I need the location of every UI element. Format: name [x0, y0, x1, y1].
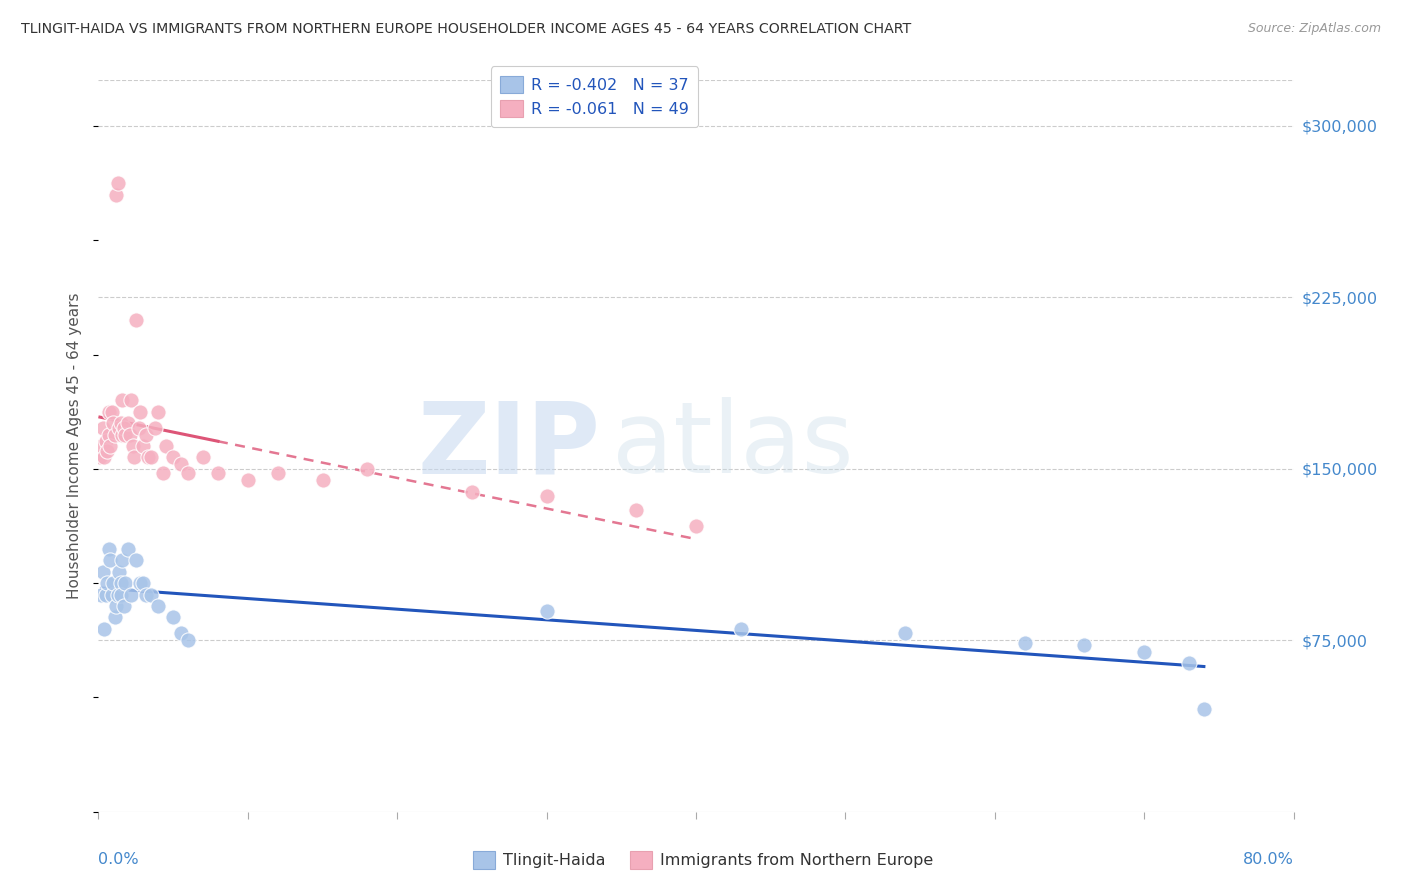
Text: ZIP: ZIP	[418, 398, 600, 494]
Text: atlas: atlas	[613, 398, 853, 494]
Point	[128, 420, 150, 434]
Point	[177, 467, 200, 481]
Point	[536, 489, 558, 503]
Point	[97, 427, 120, 442]
Point	[135, 427, 157, 442]
Legend: Tlingit-Haida, Immigrants from Northern Europe: Tlingit-Haida, Immigrants from Northern …	[467, 845, 939, 875]
Point	[101, 588, 124, 602]
Point	[90, 439, 112, 453]
Point	[356, 462, 378, 476]
Point	[107, 176, 129, 190]
Point	[112, 420, 135, 434]
Point	[148, 599, 170, 613]
Point	[236, 473, 259, 487]
Point	[685, 519, 707, 533]
Point	[169, 457, 191, 471]
Point	[114, 576, 136, 591]
Point	[114, 427, 136, 442]
Point	[136, 450, 159, 465]
Text: TLINGIT-HAIDA VS IMMIGRANTS FROM NORTHERN EUROPE HOUSEHOLDER INCOME AGES 45 - 64: TLINGIT-HAIDA VS IMMIGRANTS FROM NORTHER…	[21, 22, 911, 37]
Point	[169, 626, 191, 640]
Point	[104, 427, 127, 442]
Point	[148, 405, 170, 419]
Point	[107, 588, 129, 602]
Point	[139, 450, 162, 465]
Point	[894, 626, 917, 640]
Point	[90, 588, 112, 602]
Point	[103, 416, 125, 430]
Point	[125, 313, 148, 327]
Point	[162, 610, 184, 624]
Point	[104, 610, 127, 624]
Point	[1073, 638, 1095, 652]
Point	[177, 633, 200, 648]
Text: 0.0%: 0.0%	[98, 852, 139, 867]
Point	[1192, 702, 1215, 716]
Point	[267, 467, 290, 481]
Point	[97, 541, 120, 556]
Point	[135, 588, 157, 602]
Point	[98, 439, 122, 453]
Point	[121, 439, 143, 453]
Y-axis label: Householder Income Ages 45 - 64 years: Householder Income Ages 45 - 64 years	[67, 293, 83, 599]
Point	[108, 420, 131, 434]
Point	[120, 393, 142, 408]
Point	[730, 622, 752, 636]
Point	[155, 439, 177, 453]
Point	[143, 420, 166, 434]
Point	[93, 450, 115, 465]
Point	[103, 576, 125, 591]
Point	[112, 599, 135, 613]
Point	[152, 467, 174, 481]
Point	[101, 405, 124, 419]
Text: Source: ZipAtlas.com: Source: ZipAtlas.com	[1247, 22, 1381, 36]
Point	[111, 393, 134, 408]
Point	[91, 565, 114, 579]
Point	[94, 588, 117, 602]
Point	[132, 576, 155, 591]
Point	[1133, 645, 1156, 659]
Point	[105, 187, 128, 202]
Point	[110, 588, 132, 602]
Point	[89, 450, 111, 465]
Point	[110, 576, 132, 591]
Point	[207, 467, 229, 481]
Point	[124, 450, 146, 465]
Point	[105, 599, 128, 613]
Point	[120, 588, 142, 602]
Point	[93, 622, 115, 636]
Point	[129, 576, 152, 591]
Point	[98, 553, 122, 567]
Legend: R = -0.402   N = 37, R = -0.061   N = 49: R = -0.402 N = 37, R = -0.061 N = 49	[491, 66, 699, 127]
Point	[94, 434, 117, 449]
Point	[97, 405, 120, 419]
Point	[117, 416, 139, 430]
Point	[110, 416, 132, 430]
Point	[125, 553, 148, 567]
Point	[108, 565, 131, 579]
Point	[626, 503, 648, 517]
Point	[1014, 635, 1036, 649]
Point	[91, 420, 114, 434]
Point	[461, 484, 484, 499]
Point	[117, 541, 139, 556]
Point	[191, 450, 214, 465]
Text: 80.0%: 80.0%	[1243, 852, 1294, 867]
Point	[132, 439, 155, 453]
Point	[139, 588, 162, 602]
Point	[536, 603, 558, 617]
Point	[1178, 656, 1201, 670]
Point	[162, 450, 184, 465]
Point	[96, 576, 118, 591]
Point	[311, 473, 333, 487]
Point	[129, 405, 152, 419]
Point	[96, 443, 118, 458]
Point	[111, 427, 134, 442]
Point	[111, 553, 134, 567]
Point	[118, 427, 141, 442]
